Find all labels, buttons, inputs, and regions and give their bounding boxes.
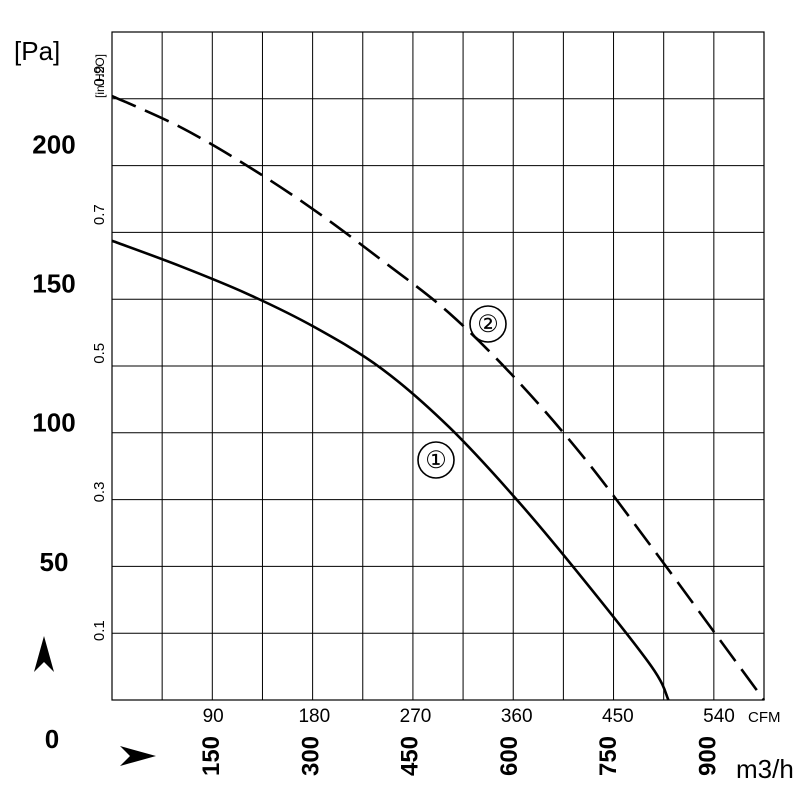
x-tick-cfm: 270 xyxy=(400,706,432,727)
origin-label: 0 xyxy=(45,724,59,754)
x-tick-cfm: 90 xyxy=(203,706,224,727)
y-axis-arrow-icon xyxy=(34,636,54,672)
y-tick-inh2o: 0.1 xyxy=(91,620,108,641)
curves xyxy=(111,94,766,701)
x-axis-secondary-ticks: 150 300 450 600 750 900 xyxy=(198,736,721,776)
y-axis-primary-ticks: 50 100 150 200 xyxy=(32,129,75,577)
curve-marker-label: ① xyxy=(425,448,447,474)
x-axis-unit-cfm: CFM xyxy=(748,709,781,726)
x-tick-m3h: 900 xyxy=(694,736,721,776)
y-tick-pa: 150 xyxy=(32,269,75,299)
y-tick-inh2o: 0.9 xyxy=(91,66,108,87)
curve-markers: ①② xyxy=(417,305,507,479)
x-tick-cfm: 360 xyxy=(501,706,533,727)
x-tick-cfm: 450 xyxy=(602,706,634,727)
curve-marker-label: ② xyxy=(477,312,499,338)
y-axis-unit-pa: [Pa] xyxy=(14,36,60,66)
y-tick-inh2o: 0.3 xyxy=(91,482,108,503)
y-tick-pa: 100 xyxy=(32,408,75,438)
x-axis-primary-ticks: 90 180 270 360 450 540 xyxy=(203,706,735,727)
y-tick-inh2o: 0.7 xyxy=(91,204,108,225)
x-tick-cfm: 180 xyxy=(298,706,330,727)
curve-marker-circle xyxy=(469,305,507,343)
x-axis-arrow-icon xyxy=(120,746,156,766)
x-axis-unit-m3h: m3/h xyxy=(736,754,794,784)
x-tick-cfm: 540 xyxy=(703,706,735,727)
x-tick-m3h: 300 xyxy=(297,736,324,776)
y-axis-unit-inh2o: [in.H2O] xyxy=(93,54,107,98)
x-tick-m3h: 150 xyxy=(198,736,225,776)
y-tick-pa: 200 xyxy=(32,129,75,159)
x-tick-m3h: 750 xyxy=(595,736,622,776)
curve-marker-circle xyxy=(417,441,455,479)
y-axis-secondary-ticks: 0.1 0.3 0.5 0.7 0.9 xyxy=(91,66,108,641)
x-tick-m3h: 600 xyxy=(496,736,523,776)
y-tick-inh2o: 0.5 xyxy=(91,343,108,364)
grid-lines xyxy=(112,32,764,700)
y-tick-pa: 50 xyxy=(40,547,69,577)
x-tick-m3h: 450 xyxy=(397,736,424,776)
plot-frame xyxy=(111,31,765,701)
curve-1 xyxy=(111,239,670,701)
curve-2 xyxy=(111,94,766,701)
